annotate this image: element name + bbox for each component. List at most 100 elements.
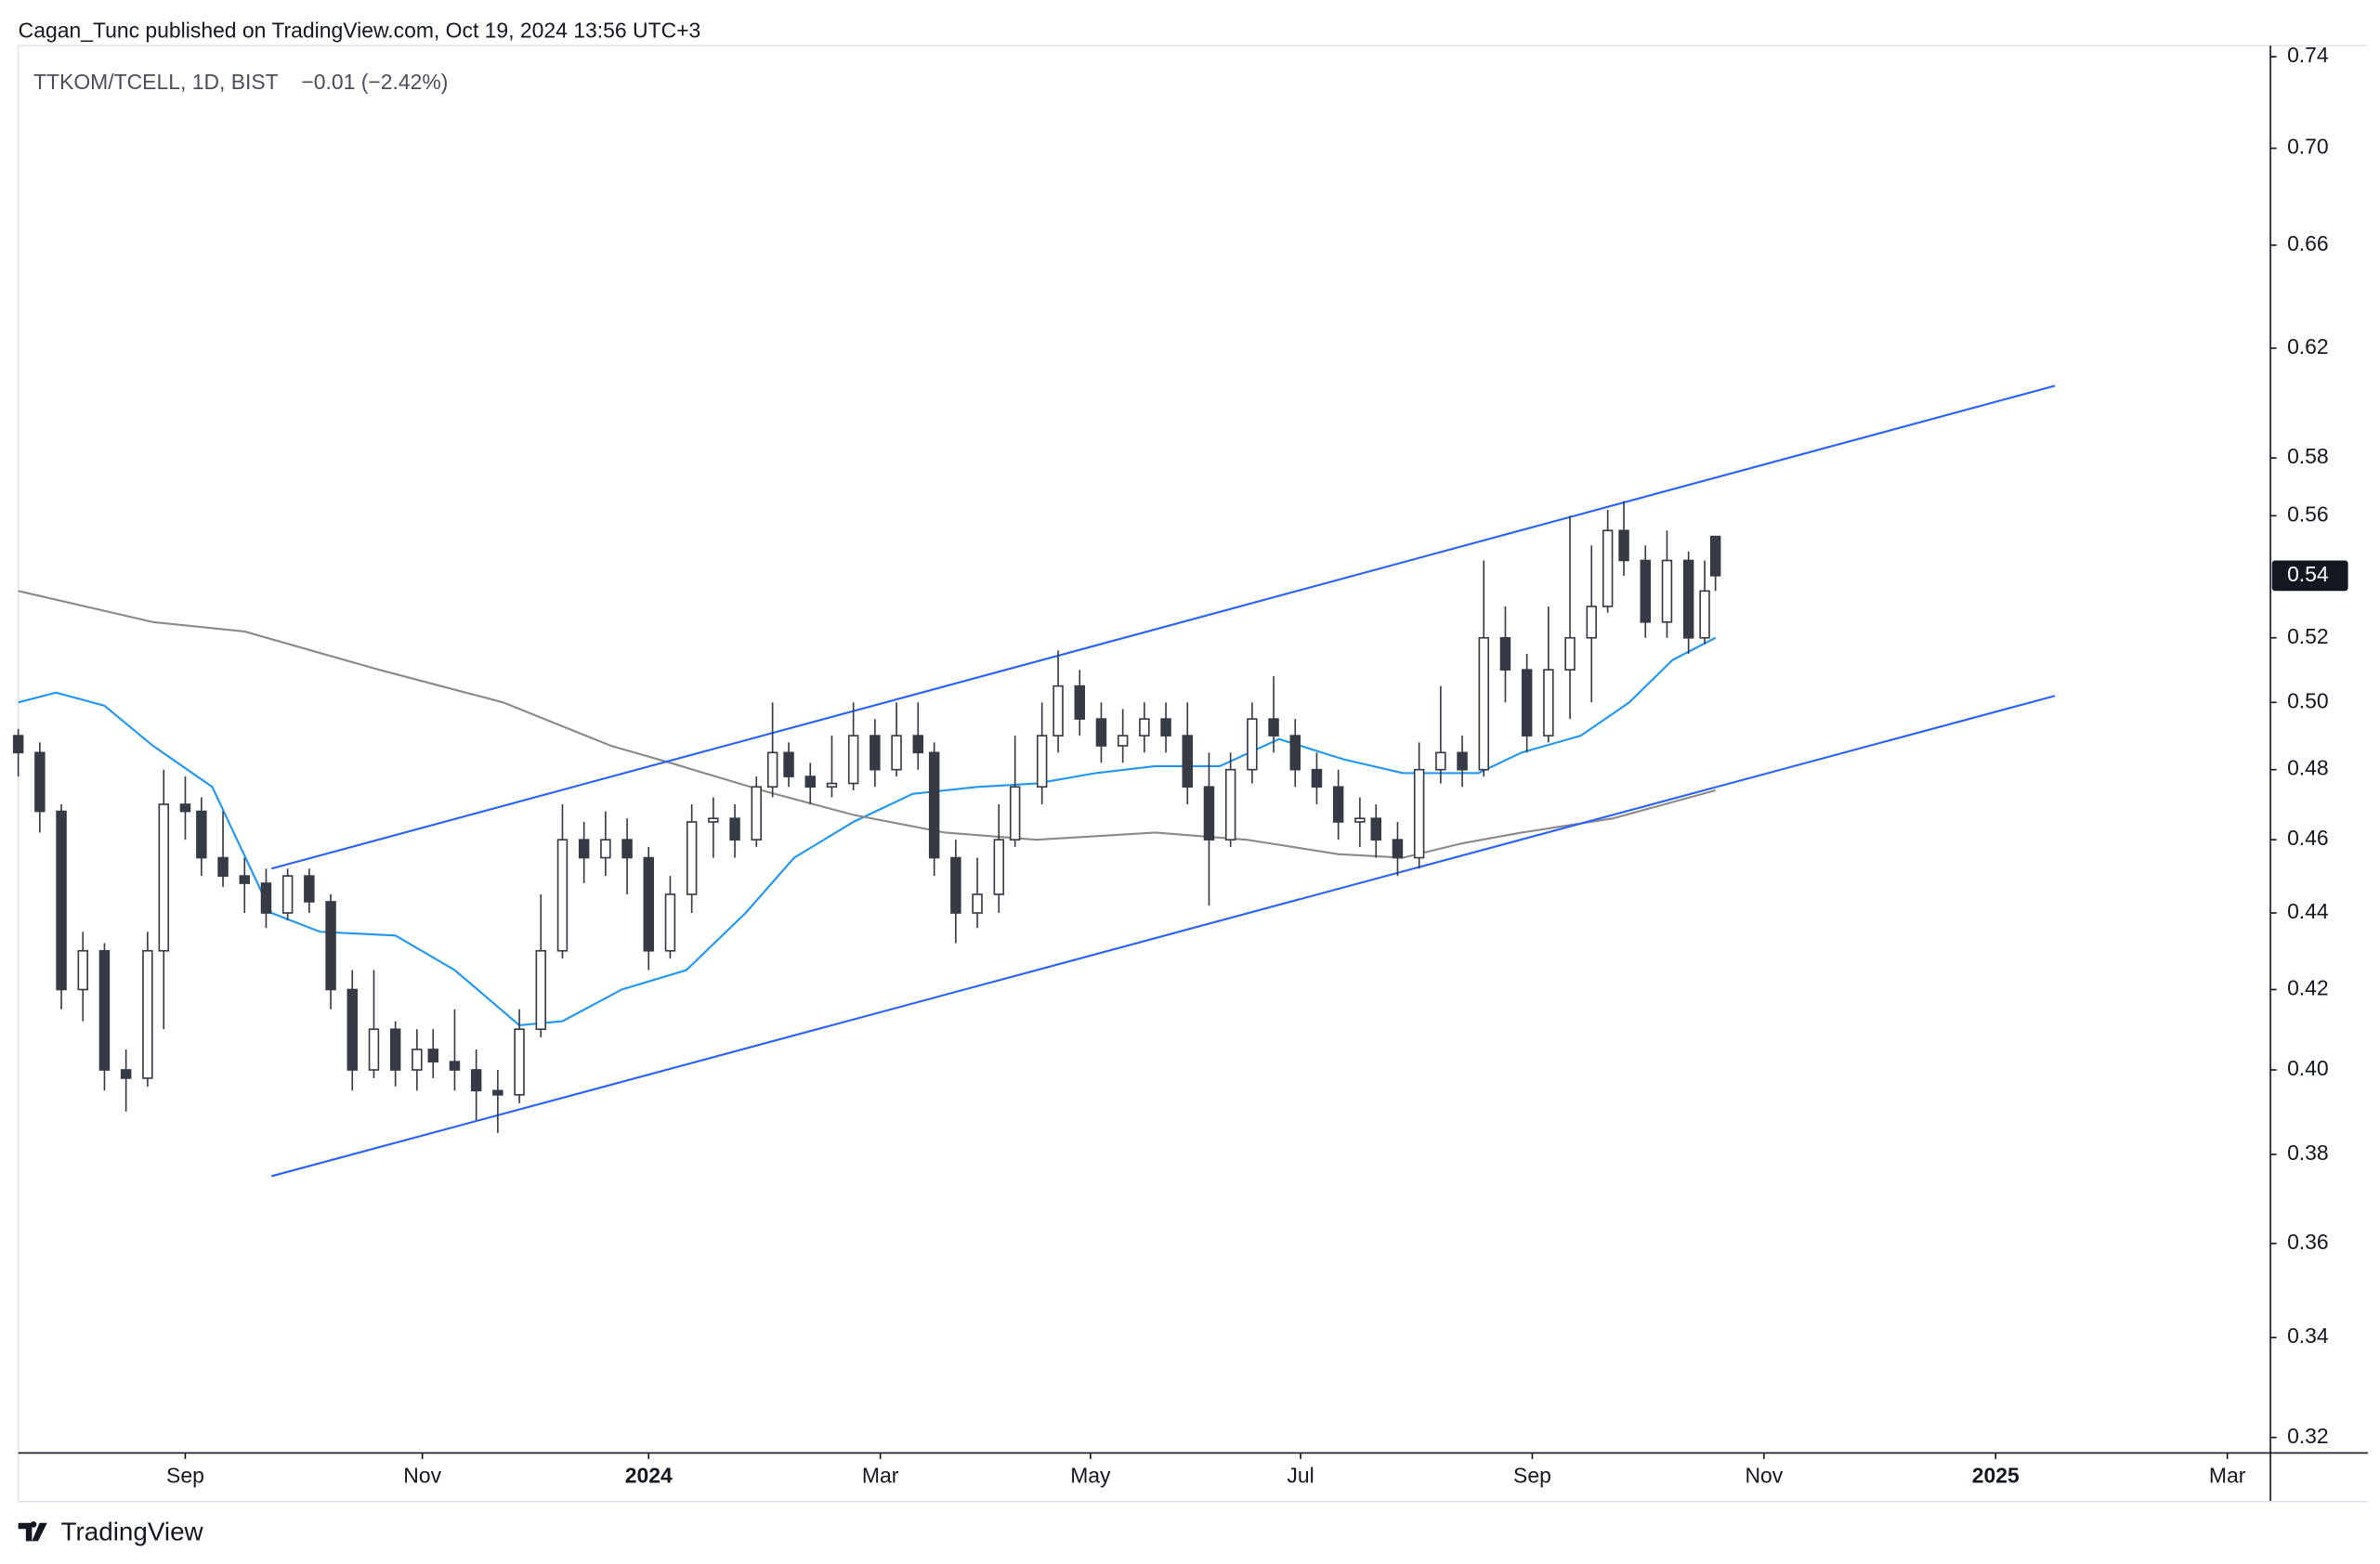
candle-body <box>578 839 590 859</box>
candle-body <box>34 751 46 813</box>
candle-body <box>368 1028 380 1071</box>
candle-body <box>1203 786 1215 841</box>
y-tick-label: 0.46 <box>2287 826 2329 850</box>
candle-body <box>783 751 794 777</box>
candle-body <box>1332 786 1344 823</box>
candle-body <box>325 901 336 991</box>
candle-body <box>1640 559 1651 623</box>
plot-area <box>12 384 2056 1178</box>
candle-body <box>1036 735 1048 789</box>
x-tick-label: Nov <box>403 1464 441 1488</box>
y-tick-label: 0.74 <box>2287 43 2329 67</box>
candle-body <box>1311 768 1323 789</box>
candle-body <box>56 810 67 991</box>
candle-body <box>1435 751 1446 771</box>
candle-body <box>1095 718 1107 747</box>
candle-body <box>1457 751 1468 771</box>
candle-body <box>804 775 816 789</box>
last-price-box <box>2271 560 2348 592</box>
candle-body <box>972 893 983 914</box>
candle-body <box>1074 684 1085 720</box>
y-tick-label: 0.62 <box>2287 334 2329 358</box>
y-tick-label: 0.36 <box>2287 1230 2329 1254</box>
candle-body <box>1499 636 1511 671</box>
candle-body <box>766 751 778 789</box>
candle-body <box>1354 817 1366 823</box>
candle-body <box>1521 669 1533 736</box>
candle-body <box>281 875 294 914</box>
candle-body <box>1009 786 1021 841</box>
x-tick-label: 2025 <box>1972 1464 2020 1488</box>
candle-body <box>304 875 315 903</box>
candle-body <box>950 856 961 914</box>
candle-body <box>1053 684 1064 736</box>
candle-body <box>928 751 940 859</box>
candle-body <box>120 1069 132 1079</box>
candle-body <box>686 821 698 895</box>
candle-body <box>993 839 1004 895</box>
candle-body <box>1618 529 1629 562</box>
candle-body <box>347 988 358 1071</box>
x-tick-label: Sep <box>166 1464 204 1488</box>
line <box>270 384 2056 870</box>
candle-body <box>449 1061 461 1071</box>
candle-body <box>1564 636 1576 671</box>
y-tick-label: 0.34 <box>2287 1323 2329 1348</box>
y-tick-label: 0.66 <box>2287 231 2329 255</box>
line <box>18 636 1717 1027</box>
candle-body <box>179 803 191 813</box>
candle-body <box>1139 718 1150 736</box>
candle-body <box>1682 559 1694 639</box>
last-price-label: 0.54 <box>2287 562 2329 586</box>
y-tick-label: 0.58 <box>2287 444 2329 468</box>
candle-body <box>891 735 902 771</box>
brand-logo <box>18 1521 47 1542</box>
y-tick-label: 0.40 <box>2287 1056 2329 1080</box>
y-tick-label: 0.44 <box>2287 899 2329 923</box>
publisher: Cagan_Tunc published on TradingView.com,… <box>19 18 701 42</box>
x-tick-label: Mar <box>862 1464 899 1488</box>
candle-body <box>1709 535 1721 577</box>
candle-body <box>664 893 676 952</box>
y-tick-label: 0.52 <box>2287 624 2329 648</box>
x-tick-label: Mar <box>2209 1464 2246 1488</box>
y-tick-label: 0.56 <box>2287 502 2329 526</box>
x-tick-label: 2024 <box>625 1464 673 1488</box>
y-tick-label: 0.32 <box>2287 1424 2329 1448</box>
candle-body <box>912 735 923 754</box>
candle-body <box>470 1069 482 1092</box>
candle-body <box>1699 590 1710 639</box>
candle-body <box>260 882 272 914</box>
candle-body <box>492 1089 503 1096</box>
candle-body <box>1247 718 1258 771</box>
candle-body <box>847 735 859 785</box>
candle-body <box>1586 606 1597 639</box>
candle-body <box>239 875 250 884</box>
candle-body <box>1268 718 1279 736</box>
candle-body <box>1370 817 1381 841</box>
candle-body <box>1413 768 1425 859</box>
candle-body <box>600 839 611 859</box>
x-tick-label: May <box>1070 1464 1111 1488</box>
y-tick-label: 0.70 <box>2287 135 2329 159</box>
line <box>18 590 1716 859</box>
y-tick-label: 0.38 <box>2287 1140 2329 1165</box>
candle-body <box>1117 735 1129 747</box>
candle-body <box>142 949 153 1079</box>
candle-body <box>1289 735 1301 771</box>
candle-body <box>12 735 24 754</box>
x-tick-label: Nov <box>1745 1464 1783 1488</box>
candle-body <box>1602 529 1614 607</box>
candle-body <box>870 735 881 771</box>
symbol: TTKOM/TCELL, 1D, BIST <box>33 70 279 94</box>
candle-body <box>412 1049 423 1071</box>
candle-body <box>708 817 719 823</box>
candle-body <box>196 810 207 859</box>
candle-body <box>98 949 111 1071</box>
y-tick-label: 0.50 <box>2287 688 2329 712</box>
brand: TradingView <box>61 1518 204 1546</box>
candle-body <box>427 1049 438 1062</box>
line <box>270 695 2056 1178</box>
